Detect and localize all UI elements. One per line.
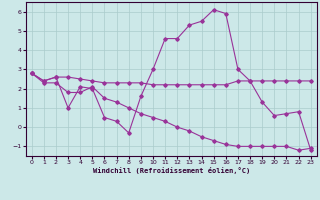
X-axis label: Windchill (Refroidissement éolien,°C): Windchill (Refroidissement éolien,°C) xyxy=(92,167,250,174)
